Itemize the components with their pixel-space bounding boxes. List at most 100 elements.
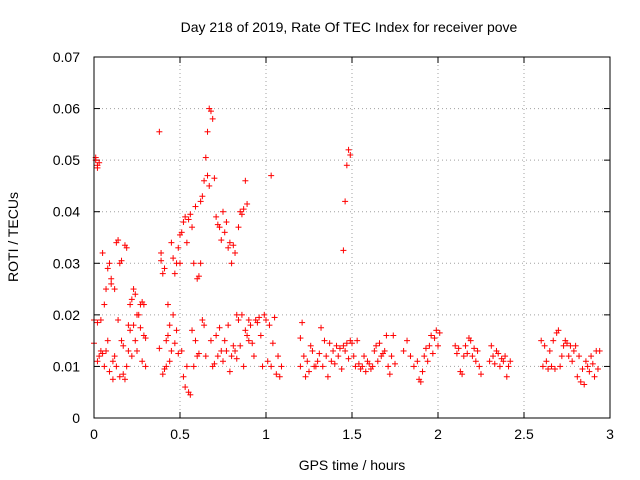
data-point <box>433 327 440 334</box>
data-point <box>156 128 163 135</box>
data-point <box>120 342 127 349</box>
data-point <box>177 260 183 267</box>
data-point <box>199 193 206 200</box>
y-tick-label: 0.03 <box>53 255 80 271</box>
data-point <box>488 342 495 349</box>
data-point <box>472 358 479 365</box>
data-point <box>323 353 330 360</box>
data-point <box>564 340 570 347</box>
data-point <box>350 353 357 360</box>
data-point <box>381 347 388 354</box>
data-point <box>161 265 168 272</box>
data-point <box>163 337 170 344</box>
data-point <box>256 314 263 321</box>
data-point <box>199 317 206 324</box>
data-point <box>371 347 378 354</box>
data-point <box>588 353 595 360</box>
data-point <box>171 340 178 347</box>
data-point <box>392 360 398 367</box>
data-point <box>386 371 393 378</box>
data-point <box>123 363 130 370</box>
data-point <box>539 363 546 370</box>
data-point <box>581 381 588 388</box>
data-point <box>125 322 132 329</box>
data-point <box>128 353 135 360</box>
data-point <box>278 363 285 370</box>
data-point <box>431 335 438 342</box>
data-point <box>343 340 350 347</box>
data-point <box>545 366 552 373</box>
data-point <box>328 358 335 365</box>
y-tick-label: 0.06 <box>53 101 80 117</box>
data-point <box>175 350 182 357</box>
data-point <box>232 347 239 354</box>
data-point <box>178 229 185 236</box>
data-point <box>135 311 142 318</box>
data-point <box>569 358 576 365</box>
data-point <box>94 358 101 365</box>
data-point <box>263 317 269 324</box>
data-point <box>180 373 187 380</box>
data-point <box>240 206 247 213</box>
data-point <box>347 151 354 158</box>
data-point <box>359 363 366 370</box>
data-point <box>180 219 187 226</box>
data-point <box>106 368 113 375</box>
data-point <box>385 363 392 370</box>
data-point <box>140 301 147 308</box>
data-point <box>551 366 558 373</box>
data-point <box>134 347 140 354</box>
data-point <box>342 198 349 205</box>
data-point <box>319 363 326 370</box>
data-point <box>407 353 414 360</box>
data-point <box>115 237 122 244</box>
data-point <box>374 358 381 365</box>
data-point <box>130 322 137 329</box>
data-point <box>254 319 261 326</box>
data-point <box>221 337 228 344</box>
data-point <box>111 286 118 293</box>
x-tick-label: 3 <box>606 426 614 442</box>
data-point <box>426 342 433 349</box>
data-point <box>299 319 306 326</box>
data-point <box>183 363 190 370</box>
data-point <box>247 322 254 329</box>
data-point <box>244 200 251 207</box>
data-point <box>557 363 564 370</box>
data-point <box>459 371 466 378</box>
data-point <box>503 373 510 380</box>
data-point <box>546 347 553 354</box>
data-point <box>235 317 242 324</box>
data-point <box>120 371 127 378</box>
data-point <box>104 337 111 344</box>
data-point <box>361 353 368 360</box>
data-point <box>555 327 562 334</box>
data-point <box>452 342 459 349</box>
data-point <box>259 363 266 370</box>
data-point <box>355 360 362 367</box>
data-point <box>207 108 214 115</box>
data-point <box>419 368 426 375</box>
data-point <box>182 384 189 391</box>
data-point <box>349 340 355 347</box>
data-point <box>220 358 226 365</box>
data-point <box>373 342 380 349</box>
data-point <box>128 296 135 303</box>
data-point <box>376 340 383 347</box>
data-point <box>109 376 116 383</box>
data-point <box>321 337 328 344</box>
data-point <box>111 353 118 360</box>
data-point <box>226 368 233 375</box>
data-point <box>132 337 139 344</box>
data-point <box>238 311 245 318</box>
data-point <box>330 347 337 354</box>
data-point <box>245 317 252 324</box>
data-point <box>159 371 166 378</box>
data-point <box>567 342 574 349</box>
data-point <box>96 353 103 360</box>
data-point <box>490 353 497 360</box>
data-point <box>244 332 251 339</box>
data-point <box>264 358 271 365</box>
data-point <box>237 342 244 349</box>
data-point <box>108 280 115 287</box>
